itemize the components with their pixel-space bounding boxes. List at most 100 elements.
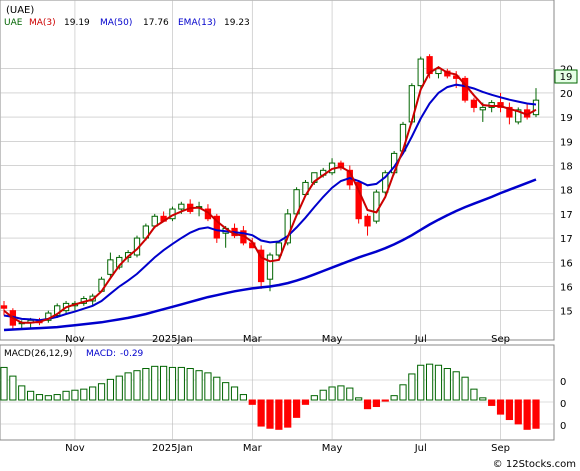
- candle-body: [54, 305, 61, 316]
- candle-body: [107, 259, 114, 275]
- price-panel-frame: [0, 0, 555, 341]
- candle-body: [532, 99, 540, 116]
- macd-bar: [461, 376, 469, 401]
- candle: [470, 97, 478, 113]
- price-y-tick-label: 15: [560, 307, 573, 318]
- legend-symbol: UAE: [4, 18, 23, 28]
- macd-bar: [443, 368, 451, 401]
- macd-bar: [301, 399, 310, 405]
- macd-bar: [266, 399, 274, 429]
- macd-bar: [177, 366, 185, 401]
- macd-bar: [97, 383, 106, 401]
- macd-bar: [319, 389, 327, 401]
- candle: [373, 189, 380, 224]
- candle-body: [178, 203, 185, 210]
- ma50-line: [3, 178, 537, 332]
- macd-bar: [239, 394, 248, 401]
- macd-bar: [292, 399, 301, 418]
- candle-body: [506, 106, 513, 118]
- macd-bar: [204, 372, 212, 401]
- macd-bar: [18, 385, 26, 401]
- legend-ma3-value: 19.19: [64, 18, 90, 28]
- macd-bar: [532, 399, 540, 429]
- candle: [506, 102, 513, 125]
- candle-body: [417, 58, 424, 87]
- price-y-tick-label: 17: [560, 234, 573, 245]
- macd-bar: [53, 394, 61, 401]
- candle: [461, 75, 469, 103]
- macd-bar: [168, 366, 177, 401]
- macd-bar: [257, 399, 265, 427]
- macd-bar: [89, 386, 97, 401]
- price-y-tick-label: 19: [560, 113, 573, 124]
- candle-body: [382, 172, 389, 193]
- last-price-box: [554, 69, 578, 84]
- macd-bar: [284, 399, 292, 428]
- candle: [532, 88, 540, 118]
- symbol-title: (UAE): [6, 5, 34, 16]
- macd-bar: [399, 384, 407, 401]
- macd-bar: [115, 375, 123, 401]
- macd-y-tick-label: 0: [560, 399, 566, 410]
- x-tick-label-top: May: [322, 334, 343, 345]
- macd-bar: [151, 365, 159, 401]
- candle-body: [470, 99, 478, 108]
- macd-bar: [9, 375, 17, 401]
- macd-bar: [230, 386, 239, 401]
- x-tick-label-top: Nov: [65, 334, 85, 345]
- price-y-ticks: 1516161717181819192020: [560, 65, 573, 318]
- candle-body: [479, 106, 486, 111]
- price-y-tick-label: 16: [560, 258, 573, 269]
- macd-title: MACD(26,12,9): [4, 349, 72, 359]
- macd-bar: [372, 399, 381, 408]
- macd-bar: [496, 399, 505, 415]
- legend-ema13-value: 19.23: [224, 18, 250, 28]
- candle-body: [0, 305, 8, 309]
- price-grid: [0, 68, 554, 311]
- macd-bar: [310, 395, 318, 401]
- price-y-tick-label: 19: [560, 137, 573, 148]
- candle-body: [373, 191, 380, 222]
- macd-bar: [71, 389, 79, 401]
- price-panel: 1516161717181819192020 (UAE) UAE MA(3) 1…: [0, 0, 578, 341]
- macd-bar: [488, 399, 496, 406]
- candle-body: [213, 215, 220, 239]
- macd-bar: [337, 385, 345, 401]
- macd-bar: [452, 371, 460, 401]
- candle: [107, 252, 114, 277]
- macd-bar: [381, 399, 389, 402]
- macd-y-ticks: 0 0 0: [560, 377, 566, 432]
- x-tick-label-bottom: May: [322, 443, 343, 454]
- macd-y-tick-label: 0: [560, 421, 566, 432]
- macd-bar: [44, 395, 52, 401]
- candle: [515, 107, 522, 125]
- macd-bar: [248, 399, 256, 405]
- candle: [54, 303, 61, 318]
- macd-bar: [26, 390, 35, 401]
- macd-bar: [80, 388, 88, 401]
- x-tick-label-top: 2025Jan: [152, 334, 193, 345]
- macd-bar: [195, 370, 203, 401]
- x-tick-label-bottom: Nov: [65, 443, 85, 454]
- candle-body: [275, 242, 283, 256]
- price-y-tick-label: 16: [560, 282, 573, 293]
- macd-bar: [417, 364, 425, 401]
- candle: [417, 56, 424, 89]
- macd-bar: [106, 378, 115, 401]
- macd-bar: [159, 365, 168, 401]
- price-y-tick-label: 18: [560, 186, 573, 197]
- macd-value-label: MACD:: [86, 349, 116, 359]
- x-tick-label-bottom: Sep: [491, 443, 510, 454]
- ma3-line: [3, 66, 537, 324]
- macd-bar: [133, 370, 141, 401]
- macd-bar: [222, 382, 230, 401]
- price-y-tick-label: 20: [560, 89, 573, 100]
- macd-bar: [346, 387, 354, 401]
- candle: [275, 240, 283, 258]
- macd-bar: [390, 395, 398, 401]
- x-tick-label-top: Jul: [414, 334, 427, 345]
- macd-bar: [363, 399, 372, 410]
- macd-value: -0.29: [120, 349, 144, 359]
- price-y-tick-label: 17: [560, 210, 573, 221]
